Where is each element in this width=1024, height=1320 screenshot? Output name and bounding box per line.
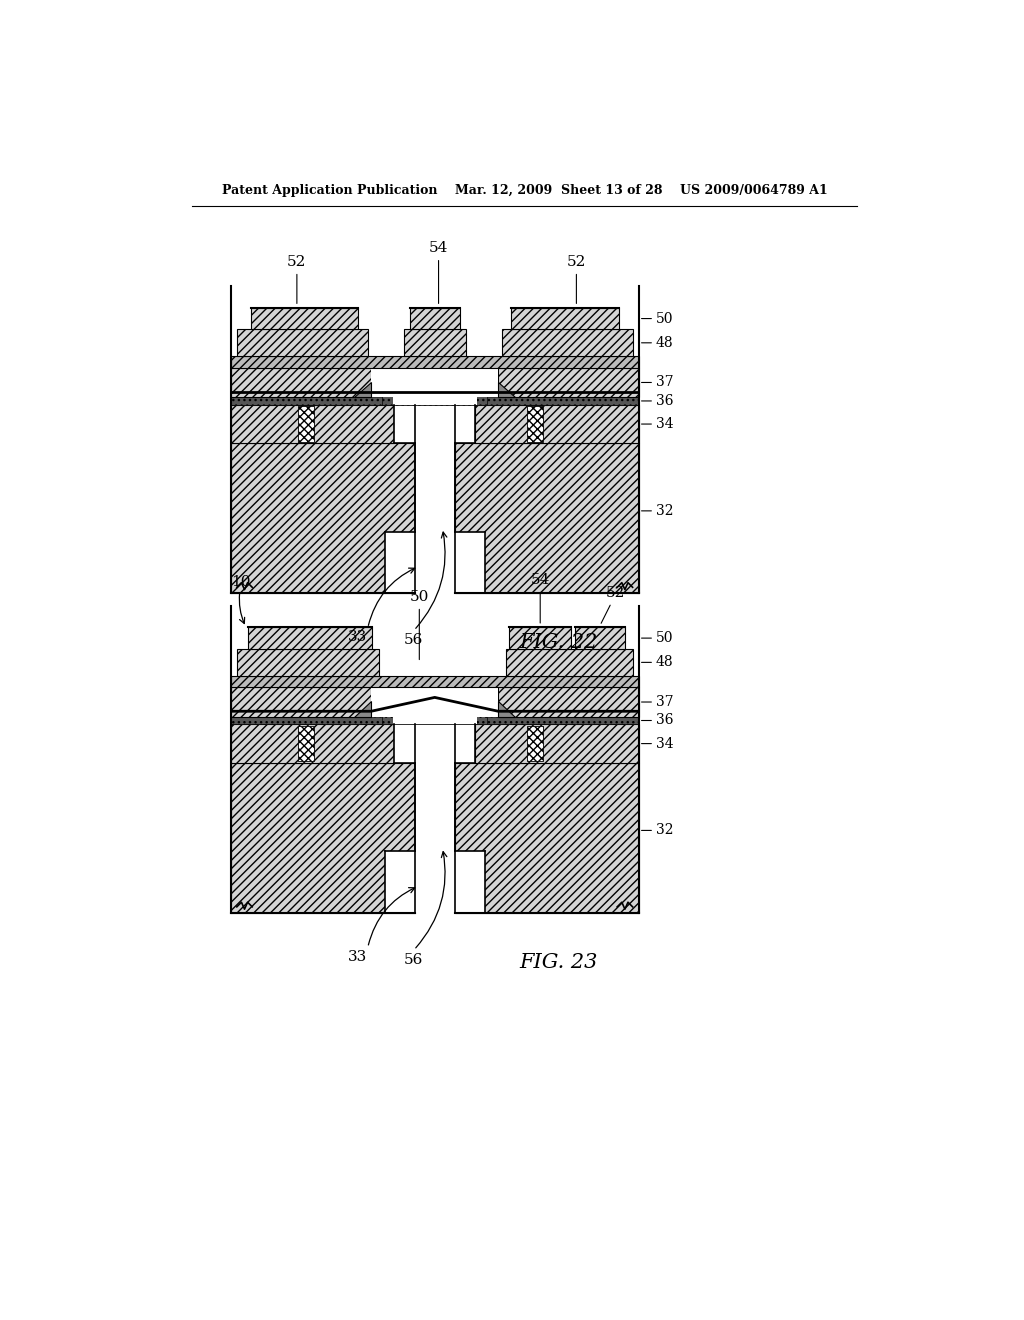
Bar — [230, 405, 394, 444]
Text: 32: 32 — [655, 504, 673, 517]
Bar — [475, 725, 639, 763]
Text: 36: 36 — [655, 393, 673, 408]
Polygon shape — [354, 701, 371, 717]
Bar — [393, 715, 477, 725]
Text: 52: 52 — [605, 586, 625, 601]
Text: 56: 56 — [404, 953, 424, 968]
Bar — [230, 356, 639, 368]
Text: 50: 50 — [410, 590, 429, 605]
Polygon shape — [499, 381, 515, 397]
Text: 52: 52 — [566, 255, 586, 269]
Bar — [509, 627, 571, 649]
Bar — [230, 368, 371, 397]
Bar — [527, 407, 543, 442]
Bar — [506, 649, 633, 676]
Text: Patent Application Publication    Mar. 12, 2009  Sheet 13 of 28    US 2009/00647: Patent Application Publication Mar. 12, … — [222, 185, 827, 197]
Text: 34: 34 — [655, 737, 674, 751]
Bar — [230, 717, 639, 725]
Bar — [394, 405, 475, 444]
Bar — [382, 391, 394, 405]
Bar — [393, 396, 477, 405]
Text: 37: 37 — [655, 375, 674, 389]
Text: 48: 48 — [655, 655, 674, 669]
Bar — [511, 308, 618, 330]
Polygon shape — [499, 701, 515, 717]
Bar — [475, 391, 487, 405]
Bar — [461, 392, 474, 404]
Bar — [455, 763, 639, 913]
Bar — [415, 763, 455, 851]
Bar — [385, 532, 484, 594]
Text: 50: 50 — [655, 312, 673, 326]
Text: 48: 48 — [655, 335, 674, 350]
Bar — [230, 763, 415, 913]
Bar — [230, 725, 394, 763]
Bar — [499, 368, 639, 397]
Bar — [475, 710, 487, 725]
Bar — [385, 851, 484, 913]
Bar — [461, 711, 474, 723]
Bar — [395, 392, 409, 404]
Bar — [415, 444, 455, 532]
Bar — [230, 688, 371, 717]
Bar — [403, 330, 466, 356]
Bar — [527, 726, 543, 762]
Bar — [410, 308, 460, 330]
Bar — [249, 627, 372, 649]
Text: FIG. 23: FIG. 23 — [519, 953, 598, 972]
Bar — [502, 330, 633, 356]
Text: FIG. 22: FIG. 22 — [519, 634, 598, 652]
Bar — [382, 710, 394, 725]
Text: 37: 37 — [655, 696, 674, 709]
Bar — [298, 407, 313, 442]
Text: 33: 33 — [348, 950, 368, 964]
Text: 34: 34 — [655, 417, 674, 432]
Text: 33: 33 — [348, 631, 368, 644]
Bar — [394, 725, 475, 763]
Text: 56: 56 — [404, 634, 424, 648]
Bar — [574, 627, 625, 649]
Bar — [251, 308, 358, 330]
Bar — [499, 688, 639, 717]
Text: 10: 10 — [230, 574, 250, 589]
Bar — [298, 726, 313, 762]
Bar — [230, 676, 639, 688]
Bar — [415, 444, 455, 594]
Bar — [415, 763, 455, 913]
Bar — [395, 711, 409, 723]
Text: 32: 32 — [655, 824, 673, 837]
Text: 54: 54 — [429, 242, 449, 256]
Bar — [230, 397, 639, 405]
Bar — [237, 330, 368, 356]
Text: 54: 54 — [530, 573, 550, 587]
Bar — [237, 649, 379, 676]
Bar — [455, 444, 639, 594]
Text: 36: 36 — [655, 714, 673, 727]
Bar — [230, 444, 415, 594]
Text: 50: 50 — [655, 631, 673, 645]
Bar — [475, 405, 639, 444]
Bar — [371, 368, 499, 397]
Text: 52: 52 — [287, 255, 306, 269]
Polygon shape — [354, 381, 371, 397]
Bar — [371, 688, 499, 717]
